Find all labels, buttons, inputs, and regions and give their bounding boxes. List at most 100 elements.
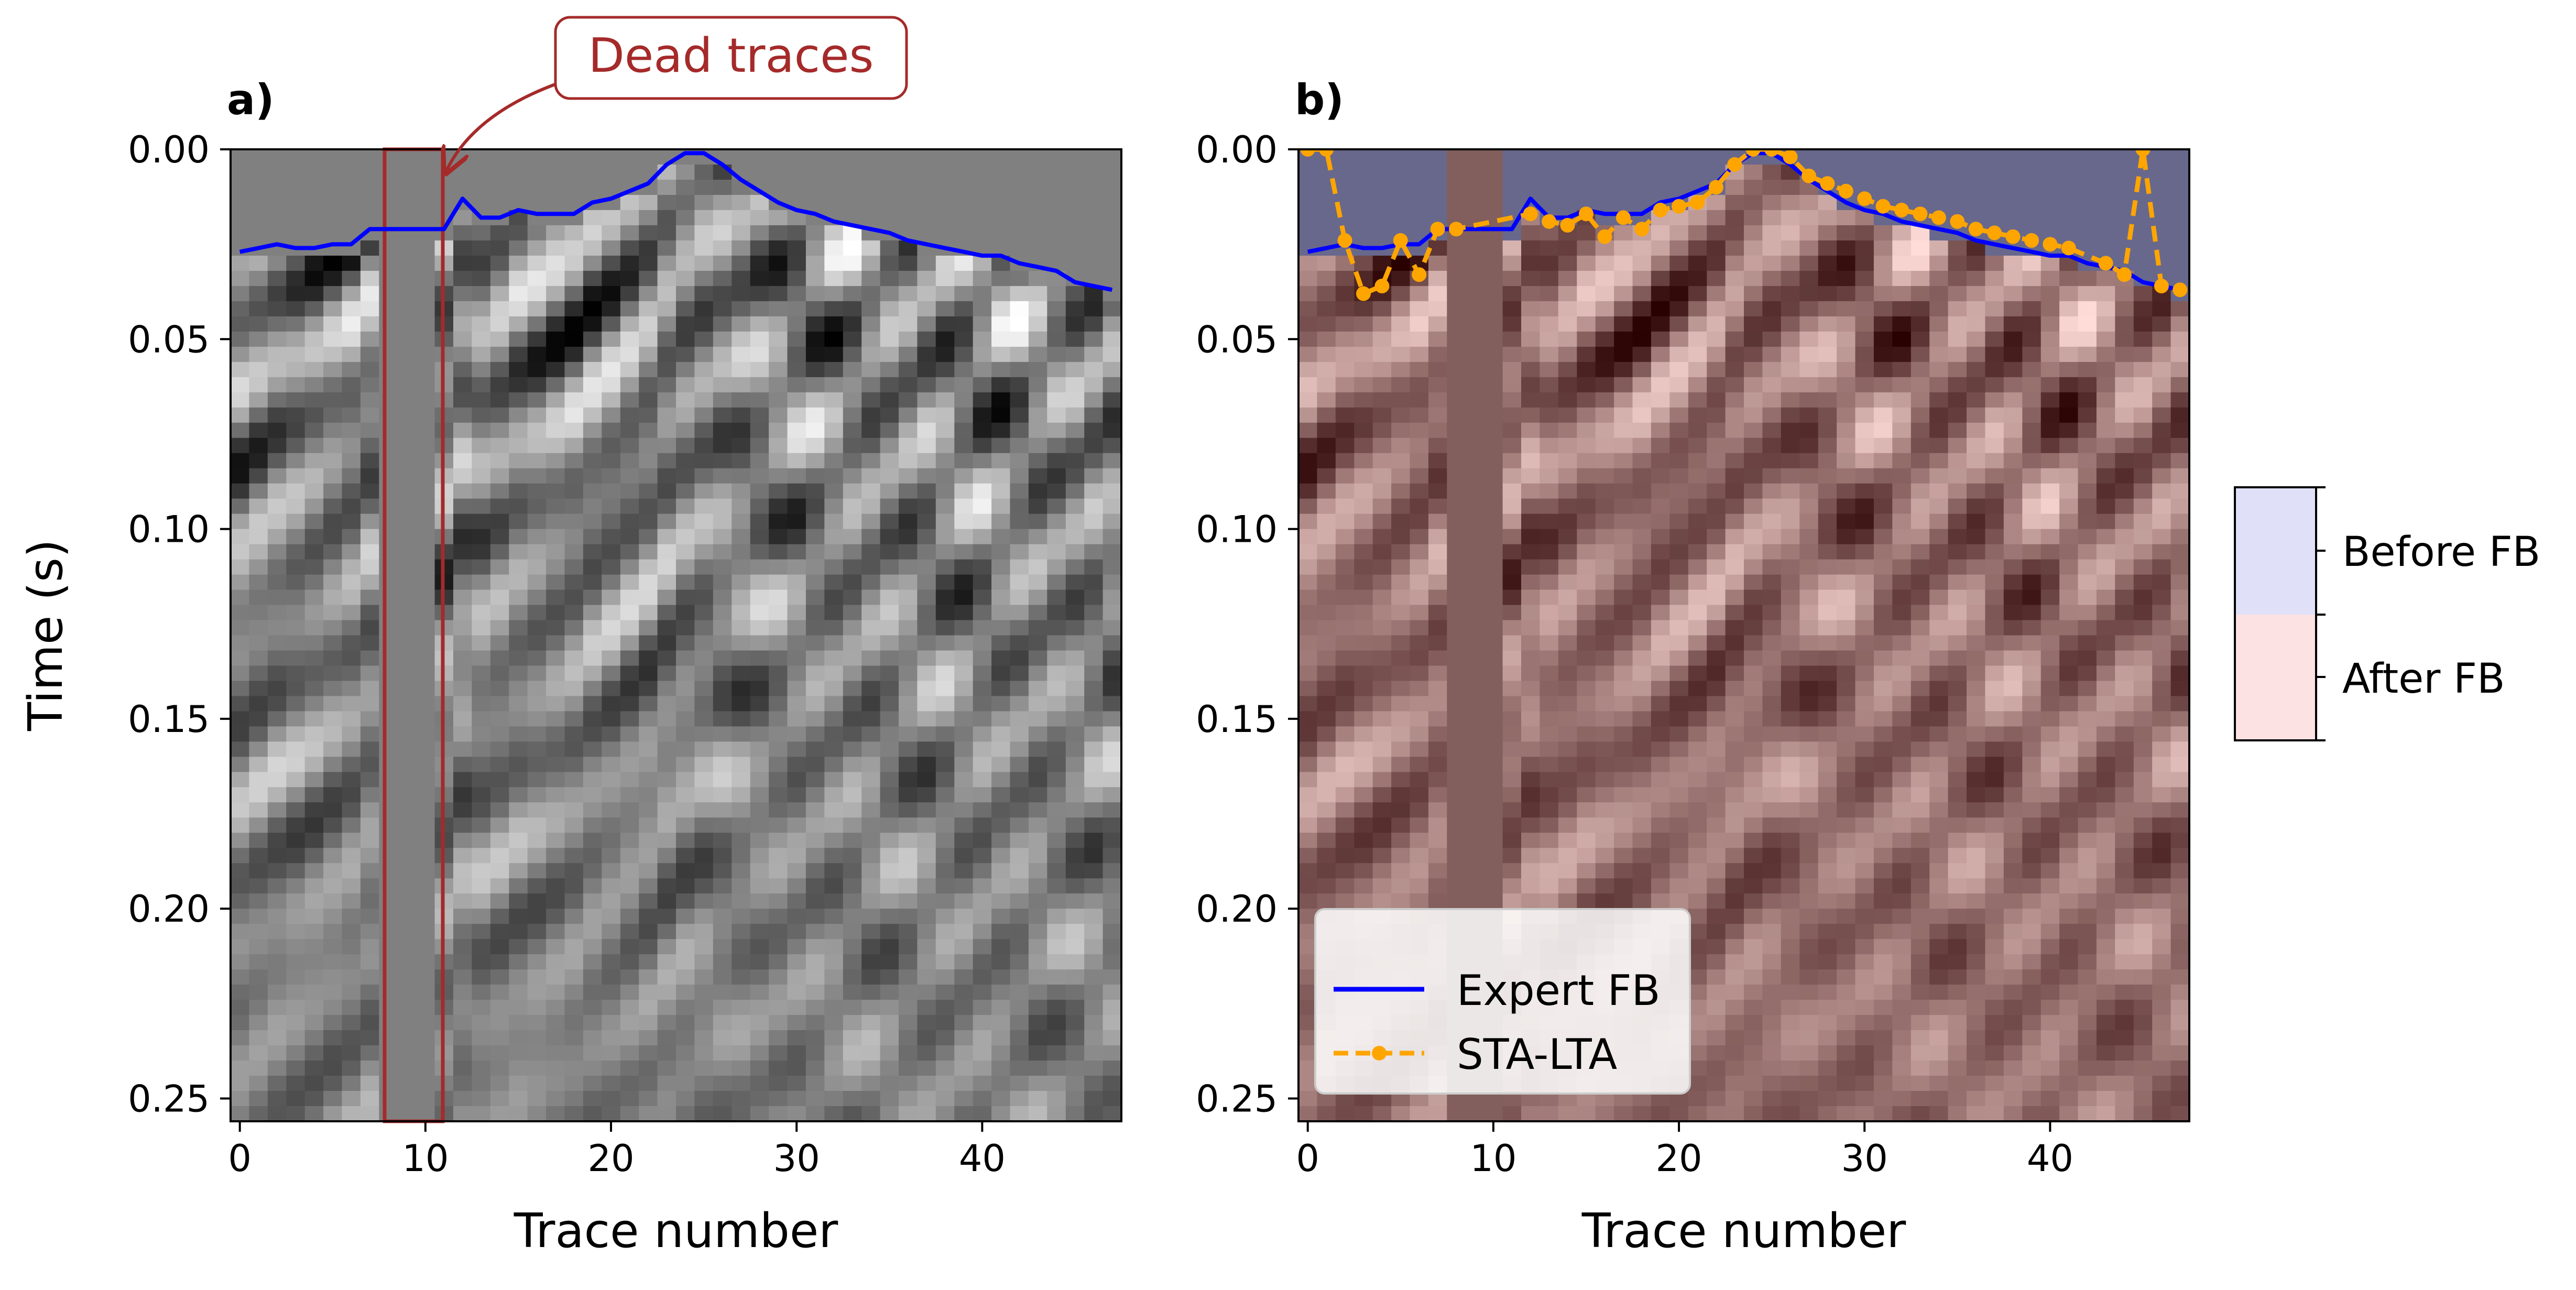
heatmap-cell xyxy=(1744,726,1763,742)
heatmap-cell xyxy=(676,741,695,757)
heatmap-cell xyxy=(1799,924,1818,939)
heatmap-cell xyxy=(1688,1106,1707,1122)
heatmap-cell xyxy=(509,544,528,560)
heatmap-cell xyxy=(1781,1045,1800,1061)
heatmap-cell xyxy=(416,484,435,499)
heatmap-cell xyxy=(750,969,769,985)
heatmap-cell xyxy=(453,1091,472,1107)
heatmap-cell xyxy=(286,301,305,317)
heatmap-cell xyxy=(416,453,435,469)
heatmap-cell xyxy=(1837,225,1855,241)
heatmap-cell xyxy=(602,332,620,347)
heatmap-cell xyxy=(583,909,602,924)
heatmap-cell xyxy=(676,377,695,393)
heatmap-cell xyxy=(694,1106,713,1122)
heatmap-cell xyxy=(1428,514,1447,530)
heatmap-cell xyxy=(1029,711,1047,727)
heatmap-cell xyxy=(1066,225,1085,241)
heatmap-cell xyxy=(1818,696,1837,712)
heatmap-cell xyxy=(1744,499,1763,515)
heatmap-cell xyxy=(379,560,398,575)
heatmap-cell xyxy=(1466,468,1485,484)
heatmap-cell xyxy=(676,696,695,712)
heatmap-cell xyxy=(472,286,490,302)
heatmap-cell xyxy=(1688,878,1707,894)
heatmap-cell xyxy=(1373,377,1392,393)
heatmap-cell xyxy=(453,787,472,803)
heatmap-cell xyxy=(694,529,713,545)
heatmap-cell xyxy=(379,620,398,636)
heatmap-cell xyxy=(1540,575,1558,591)
heatmap-cell xyxy=(1818,817,1837,833)
heatmap-cell xyxy=(1010,316,1029,332)
heatmap-cell xyxy=(1726,711,1744,727)
heatmap-cell xyxy=(769,848,788,863)
heatmap-cell xyxy=(361,210,379,226)
heatmap-cell xyxy=(991,590,1010,606)
heatmap-cell xyxy=(806,590,825,606)
heatmap-cell xyxy=(1521,848,1540,863)
heatmap-cell xyxy=(1799,225,1818,241)
heatmap-cell xyxy=(1066,590,1085,606)
heatmap-cell xyxy=(323,1000,342,1015)
heatmap-cell xyxy=(880,802,899,818)
heatmap-cell xyxy=(769,514,788,530)
heatmap-cell xyxy=(546,726,565,742)
heatmap-cell xyxy=(379,878,398,894)
heatmap-cell xyxy=(1010,1076,1029,1091)
heatmap-cell xyxy=(806,1106,825,1122)
heatmap-cell xyxy=(843,909,862,924)
heatmap-cell xyxy=(583,605,602,621)
heatmap-cell xyxy=(769,924,788,939)
heatmap-cell xyxy=(1466,605,1485,621)
heatmap-cell xyxy=(936,833,955,848)
heatmap-cell xyxy=(1047,1015,1066,1031)
heatmap-cell xyxy=(1354,878,1373,894)
heatmap-cell xyxy=(286,741,305,757)
heatmap-cell xyxy=(1317,332,1336,347)
heatmap-cell xyxy=(528,741,547,757)
heatmap-cell xyxy=(1047,240,1066,256)
heatmap-cell xyxy=(954,757,973,772)
heatmap-cell xyxy=(824,423,843,439)
heatmap-cell xyxy=(1818,711,1837,727)
heatmap-cell xyxy=(1521,271,1540,287)
heatmap-cell xyxy=(1651,438,1670,454)
heatmap-cell xyxy=(1688,696,1707,712)
heatmap-cell xyxy=(1317,408,1336,423)
heatmap-cell xyxy=(490,362,509,378)
heatmap-cell xyxy=(973,180,992,195)
heatmap-cell xyxy=(1726,225,1744,241)
heatmap-cell xyxy=(323,286,342,302)
heatmap-cell xyxy=(991,286,1010,302)
heatmap-cell xyxy=(305,1076,324,1091)
heatmap-cell xyxy=(1744,590,1763,606)
heatmap-cell xyxy=(1799,514,1818,530)
heatmap-cell xyxy=(1781,225,1800,241)
heatmap-cell xyxy=(991,711,1010,727)
heatmap-cell xyxy=(1799,316,1818,332)
heatmap-cell xyxy=(416,362,435,378)
heatmap-cell xyxy=(1577,544,1596,560)
heatmap-cell xyxy=(713,377,732,393)
heatmap-cell xyxy=(1799,590,1818,606)
heatmap-cell xyxy=(1084,848,1103,863)
heatmap-cell xyxy=(1762,210,1781,226)
heatmap-cell xyxy=(546,347,565,363)
heatmap-cell xyxy=(342,696,361,712)
heatmap-cell xyxy=(806,165,825,180)
heatmap-cell xyxy=(1447,529,1466,545)
heatmap-cell xyxy=(1336,802,1355,818)
heatmap-cell xyxy=(917,332,936,347)
heatmap-cell xyxy=(231,453,249,469)
heatmap-cell xyxy=(899,347,918,363)
heatmap-cell xyxy=(528,499,547,515)
heatmap-cell xyxy=(1103,772,1122,788)
heatmap-cell xyxy=(954,605,973,621)
heatmap-cell xyxy=(1726,240,1744,256)
heatmap-cell xyxy=(453,1106,472,1122)
heatmap-cell xyxy=(973,772,992,788)
heatmap-cell xyxy=(1614,1106,1633,1122)
heatmap-cell xyxy=(1447,636,1466,651)
heatmap-cell xyxy=(546,392,565,408)
